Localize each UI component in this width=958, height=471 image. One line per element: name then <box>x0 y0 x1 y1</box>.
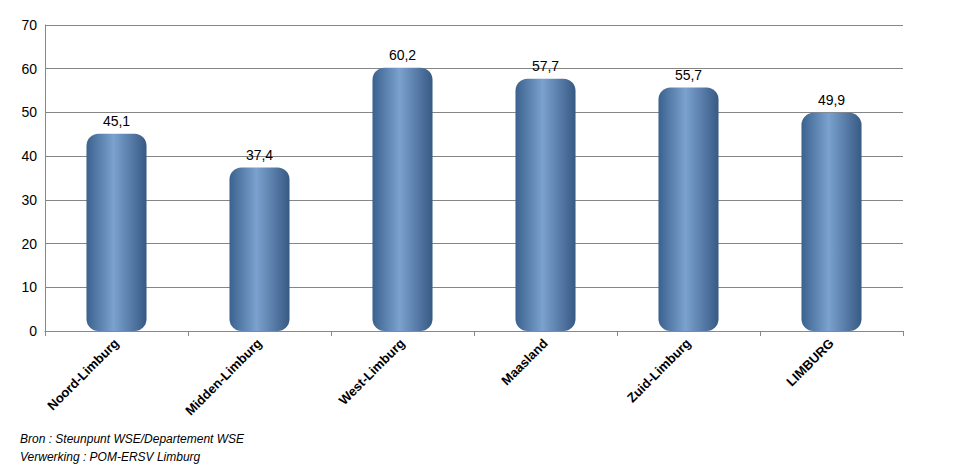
svg-text:0: 0 <box>29 323 37 339</box>
svg-text:50: 50 <box>21 104 37 120</box>
svg-text:45,1: 45,1 <box>103 113 130 129</box>
svg-text:70: 70 <box>21 17 37 33</box>
svg-text:30: 30 <box>21 192 37 208</box>
svg-text:60,2: 60,2 <box>389 47 416 63</box>
svg-text:60: 60 <box>21 61 37 77</box>
svg-text:Zuid-Limburg: Zuid-Limburg <box>624 336 694 406</box>
svg-text:49,9: 49,9 <box>818 92 845 108</box>
svg-text:40: 40 <box>21 148 37 164</box>
svg-text:55,7: 55,7 <box>675 67 702 83</box>
svg-text:Bron : Steunpunt WSE/Departeme: Bron : Steunpunt WSE/Departement WSE <box>20 432 245 446</box>
svg-text:20: 20 <box>21 236 37 252</box>
svg-text:Midden-Limburg: Midden-Limburg <box>182 336 265 419</box>
svg-text:57,7: 57,7 <box>532 58 559 74</box>
svg-text:Noord-Limburg: Noord-Limburg <box>44 336 121 413</box>
svg-text:Verwerking : POM-ERSV Limburg: Verwerking : POM-ERSV Limburg <box>20 450 201 464</box>
svg-text:10: 10 <box>21 279 37 295</box>
svg-text:LIMBURG: LIMBURG <box>783 336 836 389</box>
svg-text:West-Limburg: West-Limburg <box>336 336 408 408</box>
svg-text:Maasland: Maasland <box>498 336 550 388</box>
svg-text:37,4: 37,4 <box>246 147 273 163</box>
